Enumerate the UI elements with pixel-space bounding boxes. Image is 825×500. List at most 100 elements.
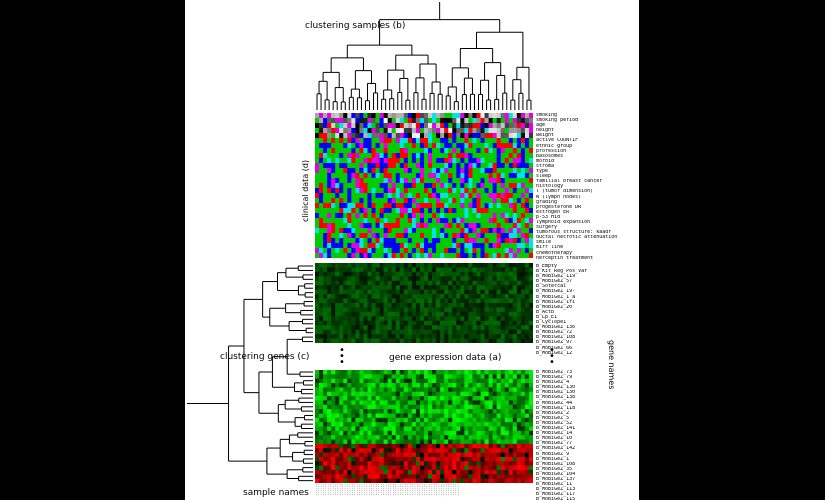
expression-cell <box>391 409 397 414</box>
expression-cell <box>383 387 388 393</box>
clinical-cell <box>411 138 417 144</box>
clinical-cell <box>520 253 526 258</box>
clinical-cell <box>524 148 530 154</box>
expression-cell <box>315 378 320 384</box>
clinical-cell <box>436 138 441 144</box>
expression-cell <box>448 271 453 277</box>
expression-cell <box>468 280 473 286</box>
clinical-cell <box>403 113 409 119</box>
expression-cell <box>327 267 332 273</box>
clinical-cell <box>476 203 481 209</box>
expression-cell <box>415 391 421 397</box>
clinical-cell <box>476 228 481 234</box>
expression-cell <box>464 439 469 445</box>
row-label: B_MoBiGeZ_118 <box>536 405 576 411</box>
expression-cell <box>524 285 530 290</box>
clinical-cell <box>484 118 489 124</box>
expression-cell <box>319 409 324 414</box>
expression-cell <box>351 435 356 440</box>
expression-cell <box>319 400 324 406</box>
expression-cell <box>468 338 473 343</box>
clinical-cell <box>347 148 352 154</box>
expression-cell <box>315 334 320 339</box>
clinical-cell <box>339 213 344 219</box>
expression-cell <box>524 267 530 273</box>
clinical-cell <box>335 128 340 134</box>
expression-cell <box>343 448 348 453</box>
expression-cell <box>355 383 360 388</box>
clinical-cell <box>480 253 485 258</box>
expression-cell <box>512 478 518 483</box>
clinical-cell <box>359 223 364 229</box>
clinical-cell <box>484 243 489 249</box>
expression-cell <box>351 370 356 375</box>
expression-cell <box>379 478 384 483</box>
clinical-cell <box>403 193 409 199</box>
clinical-cell <box>516 168 522 174</box>
expression-cell <box>464 329 469 335</box>
expression-cell <box>424 461 429 466</box>
expression-cell <box>319 311 324 317</box>
expression-cell <box>379 378 384 384</box>
clinical-cell <box>468 253 473 258</box>
clinical-cell <box>516 213 522 219</box>
clinical-cell <box>464 198 469 204</box>
clinical-cell <box>444 233 449 239</box>
expression-cell <box>484 298 489 304</box>
clinical-cell <box>411 118 417 124</box>
expression-cell <box>355 263 360 268</box>
clinical-cell <box>516 118 522 124</box>
expression-cell <box>339 426 344 432</box>
expression-cell <box>379 465 384 471</box>
clinical-cell <box>448 203 453 209</box>
clinical-cell <box>331 148 336 154</box>
expression-cell <box>492 280 497 286</box>
clinical-cell <box>520 133 526 139</box>
clinical-cell <box>355 248 360 254</box>
expression-cell <box>339 316 344 322</box>
clinical-cell <box>488 168 493 174</box>
expression-cell <box>407 294 413 299</box>
clinical-cell <box>315 128 320 134</box>
expression-cell <box>428 307 433 313</box>
clinical-cell <box>327 168 332 174</box>
clinical-cell <box>331 153 336 159</box>
expression-cell <box>512 374 518 379</box>
expression-cell <box>432 383 437 388</box>
clinical-cell <box>448 243 453 249</box>
expression-cell <box>355 456 360 462</box>
expression-cell <box>343 413 348 419</box>
expression-cell <box>500 280 506 286</box>
clinical-cell <box>516 123 522 129</box>
expression-cell <box>419 435 425 440</box>
clinical-cell <box>508 243 514 249</box>
clinical-cell <box>319 213 324 219</box>
expression-cell <box>480 311 485 317</box>
expression-cell <box>480 338 485 343</box>
expression-cell <box>351 298 356 304</box>
expression-cell <box>508 396 514 401</box>
clinical-cell <box>464 193 469 199</box>
expression-cell <box>347 474 352 479</box>
clinical-cell <box>444 193 449 199</box>
clinical-cell <box>383 143 388 149</box>
expression-cell <box>528 400 533 406</box>
expression-cell <box>359 298 364 304</box>
expression-cell <box>359 316 364 322</box>
expression-cell <box>472 280 477 286</box>
expression-cell <box>351 311 356 317</box>
expression-cell <box>476 263 481 268</box>
expression-cell <box>359 374 364 379</box>
expression-cell <box>343 443 348 449</box>
clinical-cell <box>395 153 401 159</box>
expression-cell <box>452 404 457 410</box>
clinical-cell <box>484 208 489 214</box>
expression-cell <box>367 316 372 322</box>
expression-cell <box>472 271 477 277</box>
expression-cell <box>436 430 441 436</box>
expression-cell <box>528 426 533 432</box>
expression-cell <box>496 383 502 388</box>
row-label: chemotherapy <box>536 250 573 256</box>
clinical-cell <box>351 123 356 129</box>
clinical-cell <box>419 243 425 249</box>
